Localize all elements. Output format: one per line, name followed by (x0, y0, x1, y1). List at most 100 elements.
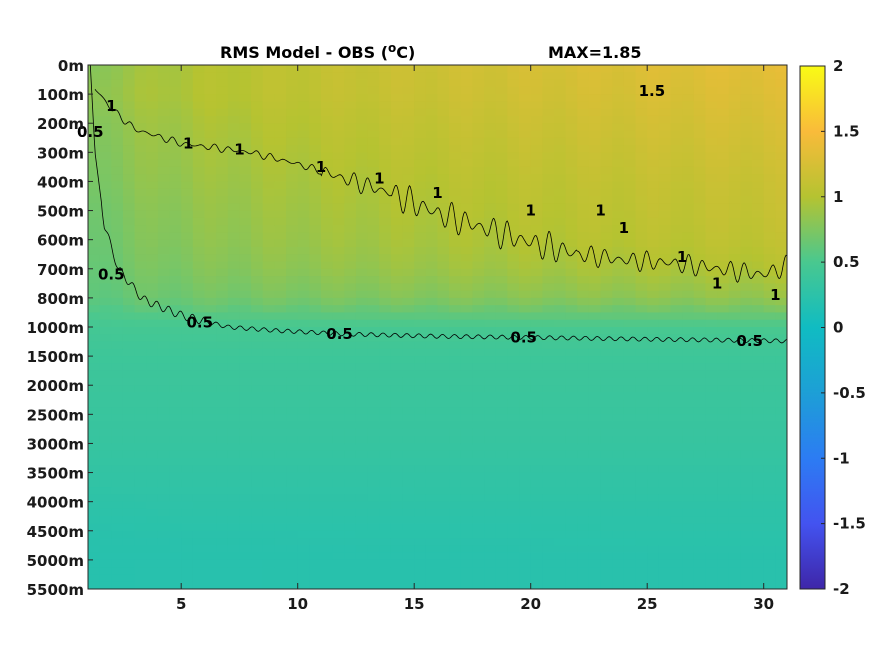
heatmap-cell (425, 472, 439, 481)
heatmap-cell (437, 508, 450, 517)
heatmap-cell (623, 567, 637, 576)
heatmap-cell (554, 246, 567, 255)
heatmap-cell (460, 421, 474, 430)
heatmap-cell (763, 290, 776, 299)
heatmap-cell (752, 174, 765, 183)
heatmap-cell (344, 261, 357, 270)
heatmap-cell (554, 305, 567, 314)
heatmap-cell (752, 450, 765, 459)
heatmap-cell (484, 203, 497, 212)
heatmap-cell (577, 327, 590, 335)
heatmap-cell (565, 232, 578, 241)
heatmap-cell (99, 246, 112, 255)
y-tick-label: 1500m (27, 348, 84, 366)
heatmap-cell (309, 334, 322, 343)
heatmap-cell (204, 108, 217, 117)
heatmap-cell (612, 327, 625, 335)
heatmap-cell (286, 123, 299, 132)
heatmap-cell (355, 377, 369, 386)
heatmap-cell (262, 261, 275, 270)
heatmap-cell (157, 174, 171, 183)
heatmap-cell (507, 196, 520, 204)
heatmap-cell (763, 581, 776, 589)
heatmap-cell (111, 407, 124, 415)
heatmap-cell (297, 203, 310, 212)
heatmap-cell (146, 130, 159, 139)
heatmap-cell (111, 385, 124, 394)
heatmap-cell (542, 443, 555, 452)
heatmap-cell (530, 399, 543, 408)
heatmap-cell (157, 181, 171, 190)
heatmap-cell (332, 232, 345, 241)
heatmap-cell (297, 516, 310, 525)
heatmap-cell (705, 377, 718, 386)
heatmap-cell (111, 443, 124, 452)
heatmap-cell (367, 137, 380, 146)
heatmap-cell (623, 581, 637, 589)
heatmap-cell (321, 159, 334, 168)
heatmap-cell (449, 123, 462, 132)
heatmap-cell (623, 348, 637, 357)
heatmap-cell (204, 334, 217, 343)
heatmap-cell (414, 181, 427, 190)
heatmap-cell (437, 283, 450, 292)
heatmap-cell (472, 552, 485, 561)
heatmap-cell (554, 348, 567, 357)
heatmap-cell (355, 407, 369, 415)
heatmap-cell (414, 458, 427, 466)
heatmap-cell (577, 487, 590, 495)
heatmap-cell (425, 363, 439, 372)
heatmap-cell (344, 174, 357, 183)
heatmap-cell (425, 545, 439, 554)
heatmap-cell (752, 472, 765, 481)
heatmap-cell (122, 108, 136, 117)
heatmap-cell (740, 559, 753, 568)
heatmap-cell (740, 494, 753, 503)
heatmap-cell (402, 494, 415, 503)
heatmap-cell (507, 268, 520, 277)
heatmap-cell (612, 377, 625, 386)
heatmap-cell (693, 516, 707, 525)
heatmap-cell (390, 276, 404, 284)
heatmap-cell (402, 465, 415, 474)
heatmap-cell (146, 407, 159, 415)
heatmap-cell (682, 334, 695, 343)
heatmap-cell (239, 261, 252, 270)
heatmap-cell (146, 392, 159, 401)
heatmap-cell (309, 385, 322, 394)
heatmap-cell (321, 552, 334, 561)
heatmap-cell (507, 123, 520, 132)
heatmap-cell (134, 188, 147, 197)
heatmap-cell (379, 86, 392, 95)
heatmap-cell (367, 552, 380, 561)
heatmap-cell (262, 414, 275, 423)
heatmap-cell (157, 239, 171, 248)
heatmap-cell (600, 574, 613, 583)
heatmap-cell (752, 123, 765, 132)
heatmap-cell (122, 428, 136, 437)
heatmap-cell (286, 501, 299, 510)
heatmap-cell (216, 450, 229, 459)
heatmap-cell (705, 94, 718, 102)
heatmap-cell (775, 196, 787, 204)
heatmap-cell (623, 327, 637, 335)
heatmap-cell (99, 130, 112, 139)
heatmap-cell (565, 516, 578, 525)
heatmap-cell (565, 65, 578, 73)
heatmap-cell (344, 414, 357, 423)
heatmap-cell (111, 254, 124, 263)
heatmap-cell (670, 174, 683, 183)
heatmap-cell (775, 217, 787, 226)
heatmap-cell (647, 567, 660, 576)
heatmap-cell (297, 458, 310, 466)
heatmap-cell (670, 538, 683, 546)
heatmap-cell (449, 414, 462, 423)
heatmap-cell (402, 94, 415, 102)
heatmap-cell (157, 86, 171, 95)
heatmap-cell (134, 334, 147, 343)
heatmap-cell (635, 283, 648, 292)
heatmap-cell (612, 79, 625, 88)
heatmap-cell (99, 341, 112, 350)
heatmap-cell (169, 246, 182, 255)
heatmap-cell (262, 407, 275, 415)
